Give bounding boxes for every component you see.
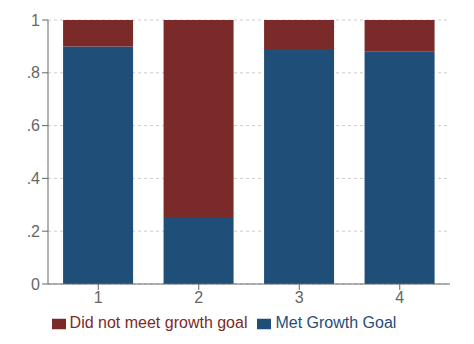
html-text:Met Growth Goal: Met Growth Goal bbox=[275, 314, 397, 331]
svg-text:0: 0 bbox=[31, 276, 40, 293]
svg-text:1: 1 bbox=[31, 12, 40, 29]
svg-text:.8: .8 bbox=[27, 64, 40, 81]
svg-text:.6: .6 bbox=[27, 117, 40, 134]
html-text:Did not meet growth goal: Did not meet growth goal bbox=[69, 314, 248, 331]
svg-text:.4: .4 bbox=[27, 170, 40, 187]
svg-text:3: 3 bbox=[295, 289, 304, 306]
svg-text:4: 4 bbox=[395, 289, 404, 306]
svg-text:2: 2 bbox=[194, 289, 203, 306]
svg-text:.2: .2 bbox=[27, 223, 40, 240]
svg-text:1: 1 bbox=[94, 289, 103, 306]
